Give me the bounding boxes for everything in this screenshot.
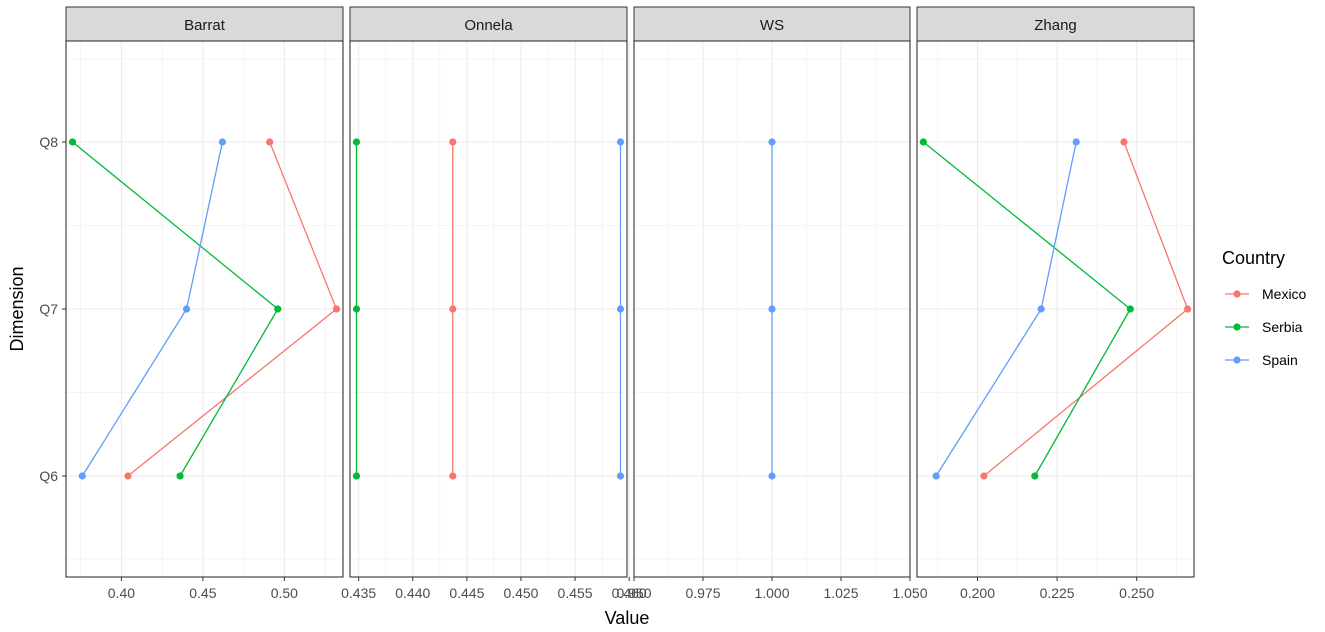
data-point-spain-q6 <box>768 472 776 480</box>
legend: Country Mexico Serbia Spain <box>1222 248 1307 368</box>
y-tick-label: Q7 <box>39 301 58 317</box>
data-point-mexico-q8 <box>266 138 274 146</box>
legend-key-point <box>1233 290 1241 298</box>
data-point-spain-q7 <box>182 305 191 313</box>
facet-strip-label: Barrat <box>184 17 226 34</box>
x-tick-label: 0.950 <box>616 585 651 601</box>
data-point-mexico-q6 <box>980 472 988 480</box>
data-point-spain-q7 <box>1037 305 1045 313</box>
data-point-spain-q8 <box>1072 138 1080 146</box>
x-tick-label: 1.000 <box>754 585 789 601</box>
legend-label: Spain <box>1262 352 1298 368</box>
panel-zhang: Zhang 0.200 0.225 0.250 <box>916 6 1195 601</box>
panel-barrat: Barrat 0.40 0.45 0.50 Q6 Q7 Q8 <box>39 6 344 601</box>
legend-label: Mexico <box>1262 286 1307 302</box>
x-tick-label: 0.435 <box>341 585 376 601</box>
legend-key-point <box>1233 356 1241 364</box>
data-point-serbia-q8 <box>68 138 77 146</box>
data-point-serbia-q7 <box>274 305 282 313</box>
data-point-serbia-q8 <box>919 138 927 146</box>
x-tick-label: 0.250 <box>1119 585 1154 601</box>
x-tick-label: 0.45 <box>189 585 216 601</box>
data-point-mexico-q7 <box>1184 305 1192 313</box>
data-point-serbia-q7 <box>352 305 361 313</box>
data-point-spain-q8 <box>768 138 776 146</box>
data-point-spain-q7 <box>768 305 776 313</box>
legend-entry-spain: Spain <box>1225 352 1298 368</box>
data-point-serbia-q6 <box>352 472 361 480</box>
data-point-serbia-q6 <box>176 472 184 480</box>
legend-title: Country <box>1222 248 1285 268</box>
facet-strip <box>633 6 911 42</box>
legend-key-point <box>1233 323 1241 331</box>
data-point-mexico-q6 <box>449 472 457 480</box>
x-tick-label: 0.460 <box>612 585 647 601</box>
x-tick-label: 0.440 <box>395 585 430 601</box>
facet-strip-label: Onnela <box>464 17 513 34</box>
panel-border <box>916 40 1195 578</box>
legend-label: Serbia <box>1262 319 1303 335</box>
y-tick-label: Q8 <box>39 134 58 150</box>
data-point-spain-q8 <box>218 138 227 146</box>
data-point-spain-q7 <box>616 305 625 313</box>
x-tick-label: 0.975 <box>685 585 720 601</box>
data-point-spain-q8 <box>616 138 625 146</box>
x-tick-label: 1.025 <box>823 585 858 601</box>
x-tick-label: 0.450 <box>503 585 538 601</box>
facet-strip-label: WS <box>760 17 784 34</box>
data-point-mexico-q8 <box>1120 138 1128 146</box>
data-point-mexico-q8 <box>449 138 457 146</box>
data-point-spain-q6 <box>616 472 625 480</box>
data-point-serbia-q8 <box>352 138 361 146</box>
x-tick-label: 0.445 <box>449 585 484 601</box>
y-tick-label: Q6 <box>39 468 58 484</box>
panel-onnela: Onnela 0.435 0.440 0.445 0.450 0.455 0.460 <box>341 6 647 601</box>
facet-strip-label: Zhang <box>1034 17 1077 34</box>
facet-strip <box>916 6 1195 42</box>
data-point-serbia-q7 <box>1126 305 1134 313</box>
data-point-mexico-q6 <box>124 472 132 480</box>
data-point-mexico-q7 <box>332 305 341 313</box>
facet-strip <box>65 6 344 42</box>
x-tick-label: 1.050 <box>892 585 927 601</box>
data-point-spain-q6 <box>932 472 940 480</box>
x-tick-label: 0.40 <box>108 585 135 601</box>
x-tick-label: 0.225 <box>1040 585 1075 601</box>
legend-entry-serbia: Serbia <box>1225 319 1303 335</box>
data-point-mexico-q7 <box>449 305 457 313</box>
data-point-spain-q6 <box>78 472 86 480</box>
data-point-serbia-q6 <box>1031 472 1039 480</box>
facet-strip <box>349 6 628 42</box>
x-tick-label: 0.50 <box>271 585 298 601</box>
y-axis-title: Dimension <box>7 266 27 351</box>
panels: Barrat 0.40 0.45 0.50 Q6 Q7 Q8 Onnela 0.435 0.440… <box>39 6 1195 601</box>
x-tick-label: 0.455 <box>558 585 593 601</box>
x-axis-title: Value <box>605 608 650 628</box>
x-tick-label: 0.200 <box>960 585 995 601</box>
legend-entry-mexico: Mexico <box>1225 286 1307 302</box>
panel-ws: WS 0.950 0.975 1.000 1.025 1.050 <box>616 6 928 601</box>
panel-border <box>349 40 628 578</box>
